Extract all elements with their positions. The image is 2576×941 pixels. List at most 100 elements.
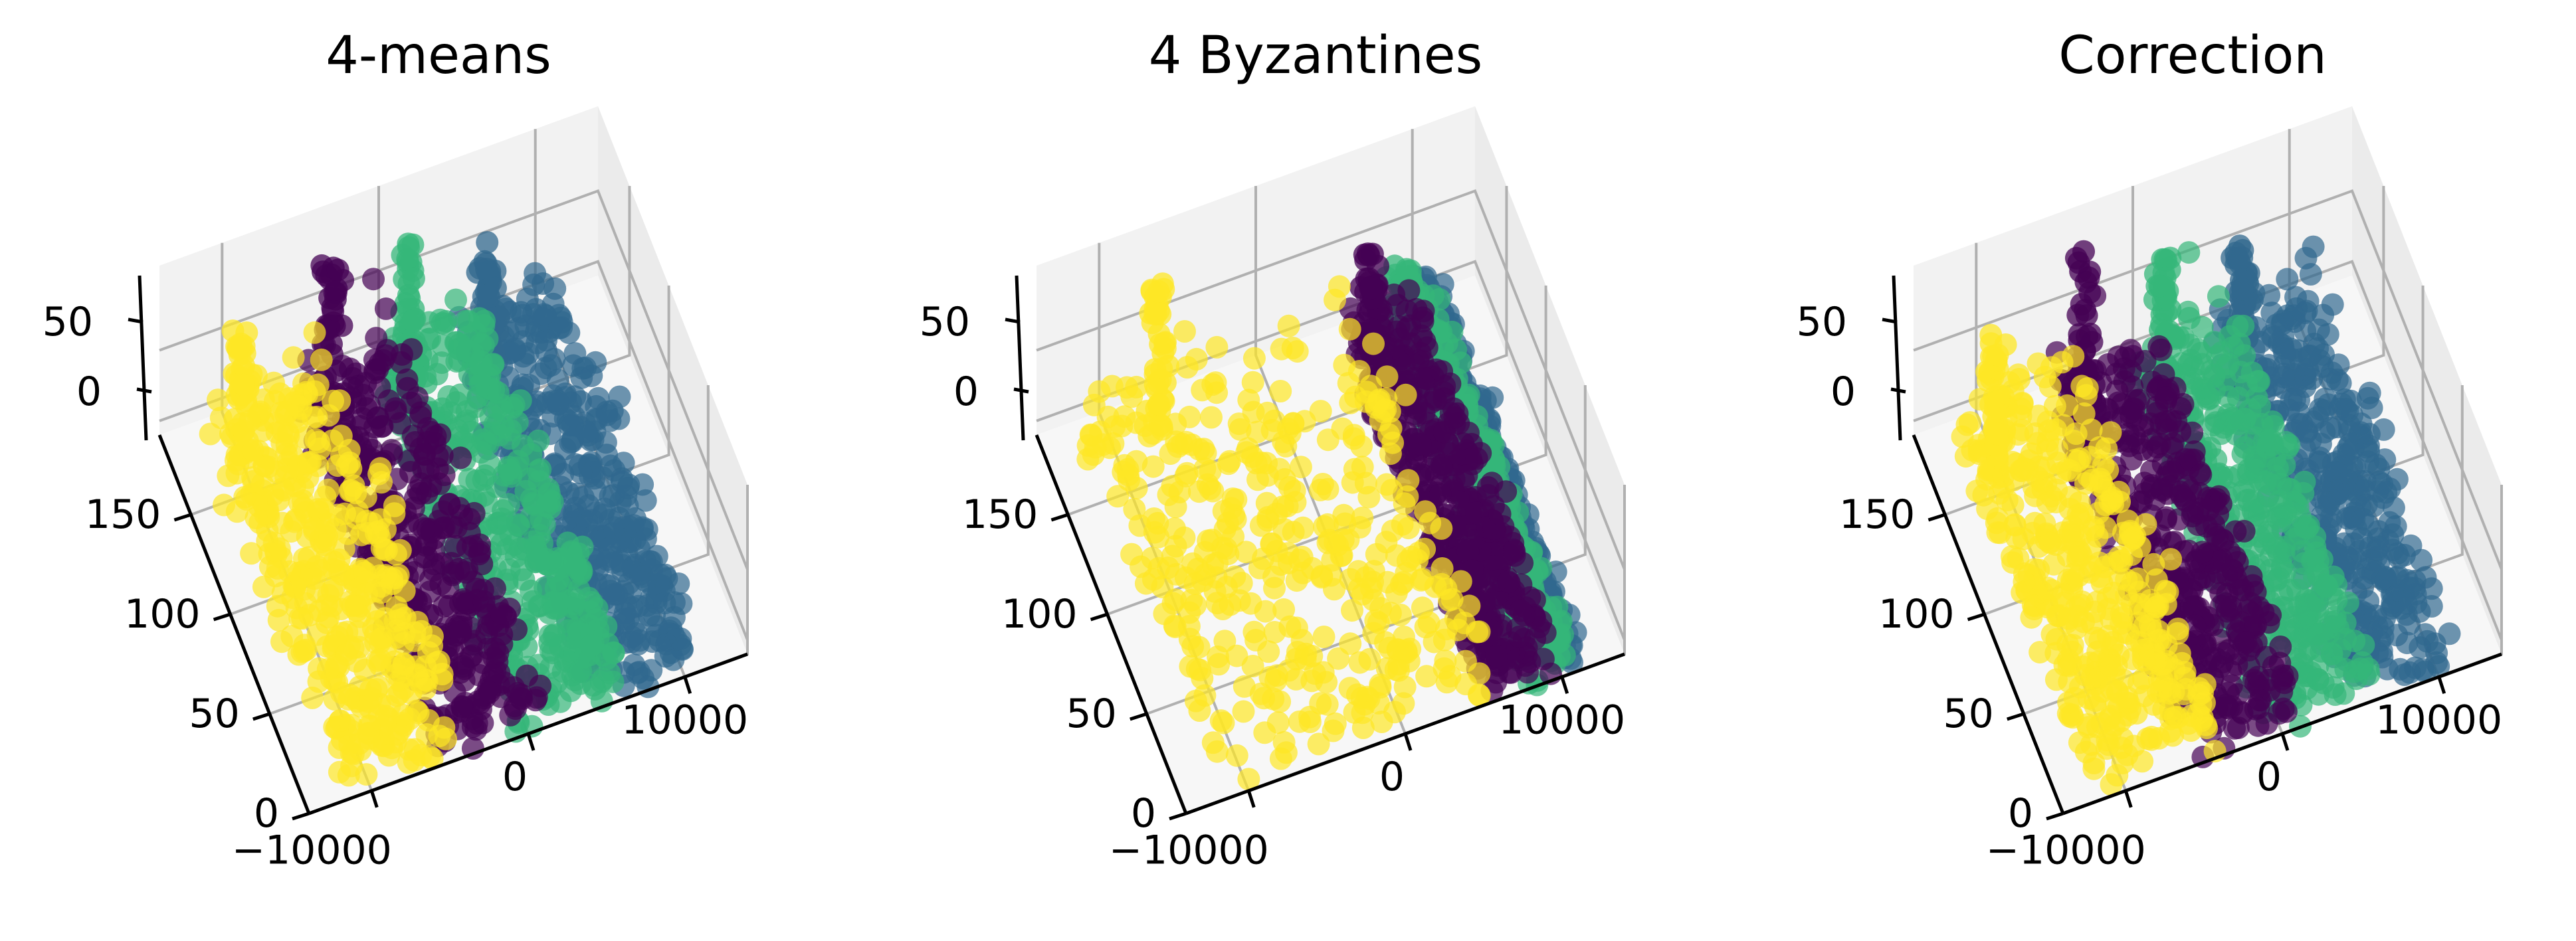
scatter-point <box>2350 527 2373 550</box>
scatter-point <box>1244 629 1268 651</box>
scatter-point <box>510 683 533 707</box>
scatter-point <box>2328 479 2351 503</box>
scatter-point <box>307 670 330 693</box>
scatter-point <box>662 606 686 629</box>
scatter-point <box>521 590 544 613</box>
scatter-point <box>1333 353 1356 377</box>
scatter-point <box>322 299 345 323</box>
scatter-point <box>599 409 622 432</box>
scatter-point <box>1435 618 1458 641</box>
scatter-point <box>199 422 222 446</box>
scatter-point <box>490 602 513 625</box>
scatter-point <box>306 373 330 396</box>
scatter-point <box>1359 276 1383 299</box>
scatter-point <box>1431 456 1454 479</box>
scatter-point <box>1200 406 1223 429</box>
scatter-point <box>2252 495 2275 519</box>
scatter-point <box>468 257 492 280</box>
scatter-point <box>2339 432 2361 456</box>
scatter-point <box>1242 347 1266 370</box>
scatter-point <box>415 723 439 746</box>
scatter-point <box>1205 740 1229 763</box>
scatter-point <box>2351 507 2375 531</box>
scatter-point <box>409 744 433 766</box>
scatter-point <box>1316 428 1339 452</box>
scatter-point <box>1307 732 1330 756</box>
scatter-point <box>241 438 264 462</box>
scatter-point <box>1229 418 1252 441</box>
scatter-point <box>2313 420 2336 444</box>
scatter-point <box>492 400 515 423</box>
scatter-point <box>2385 624 2409 647</box>
scatter-point <box>1269 747 1292 770</box>
scatter-point <box>629 562 651 586</box>
x-tick <box>1560 676 1569 695</box>
scatter-point <box>420 420 443 444</box>
scatter-point <box>561 414 584 437</box>
scatter-point <box>1409 433 1432 456</box>
scatter-point <box>1509 599 1532 622</box>
scatter-point <box>1350 434 1373 458</box>
scatter-point <box>514 479 538 503</box>
scatter-point <box>2294 375 2317 398</box>
scatter-point <box>468 543 491 566</box>
z-tick <box>136 387 152 394</box>
scatter-point <box>1415 665 1438 688</box>
scatter-points <box>1076 242 1587 791</box>
scatter-points <box>199 231 694 787</box>
scatter-point <box>472 590 496 613</box>
scatter-point <box>541 642 564 665</box>
x-tick-label: 10000 <box>1498 697 1625 743</box>
scatter-point <box>2293 552 2316 575</box>
scatter-point <box>363 348 386 371</box>
scatter-point <box>458 339 481 363</box>
scatter-point <box>292 547 316 570</box>
scatter-point <box>401 309 425 333</box>
scatter-point <box>599 580 622 602</box>
scatter-point <box>1395 260 1419 283</box>
scatter-point <box>429 308 452 331</box>
y-tick <box>1130 712 1147 721</box>
scatter-point <box>2269 472 2292 495</box>
scatter-point <box>1324 288 1346 311</box>
scatter-point <box>1497 570 1520 594</box>
scatter-point <box>306 497 330 521</box>
scatter-point <box>472 651 494 674</box>
scatter-point <box>371 414 394 438</box>
subplot-title: 4-means <box>326 26 551 86</box>
scatter-point <box>535 329 557 352</box>
scatter-point <box>410 620 433 643</box>
scatter-point <box>2304 588 2328 611</box>
y-tick <box>1169 812 1187 821</box>
scatter-point <box>2367 470 2391 493</box>
scatter-point <box>580 634 603 657</box>
scatter-point <box>465 712 488 735</box>
scatter-point <box>242 470 265 493</box>
scatter-point <box>1110 414 1134 438</box>
scatter-point <box>654 645 677 668</box>
scatter-point <box>635 518 658 541</box>
scatter-point <box>1235 441 1258 464</box>
scatter-point <box>486 381 510 404</box>
scatter-point <box>449 446 472 470</box>
scatter-point <box>458 507 481 531</box>
scatter-point <box>598 661 621 685</box>
y-tick-label: 100 <box>124 591 201 638</box>
scatter-point <box>217 464 240 487</box>
scatter-point <box>1391 513 1414 536</box>
scatter-point <box>359 678 382 701</box>
scatter-point <box>478 681 501 704</box>
scatter-point <box>551 462 575 485</box>
scatter-point <box>383 494 406 517</box>
scatter-point <box>396 248 419 271</box>
scatter-point <box>1362 560 1385 583</box>
scatter-point <box>310 348 333 371</box>
scatter-point <box>413 442 436 466</box>
scatter-point <box>484 276 507 299</box>
scatter-point <box>299 450 322 473</box>
scatter-point <box>2271 309 2294 333</box>
scatter-point <box>1112 460 1135 483</box>
y-tick <box>1050 513 1069 522</box>
x-tick <box>683 676 692 695</box>
scatter-point <box>1437 588 1460 612</box>
